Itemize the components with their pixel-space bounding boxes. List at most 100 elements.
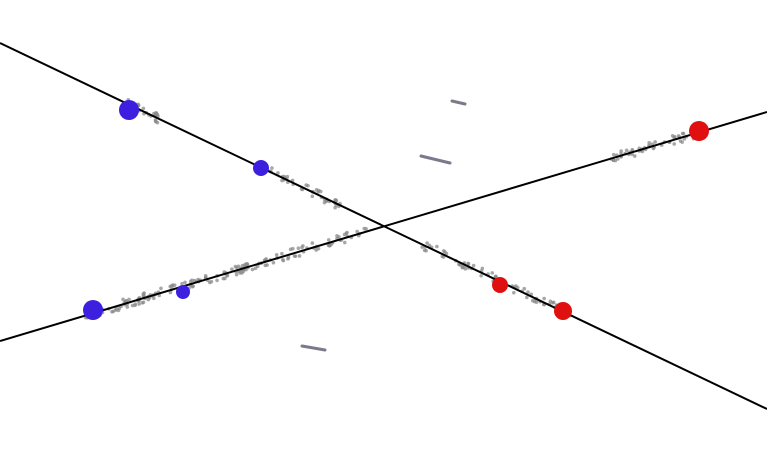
data-point xyxy=(673,134,677,139)
data-point xyxy=(137,302,141,306)
data-point xyxy=(619,149,623,153)
data-point xyxy=(154,111,158,115)
data-point xyxy=(328,243,332,248)
data-point xyxy=(647,141,651,145)
data-point xyxy=(236,264,241,269)
blue-marker xyxy=(119,100,139,120)
data-point xyxy=(335,234,339,238)
data-point xyxy=(274,253,279,257)
data-point xyxy=(110,309,114,314)
data-point xyxy=(480,266,485,271)
data-point xyxy=(276,171,280,175)
stray-segment xyxy=(419,154,452,165)
data-point xyxy=(471,263,476,268)
stray-segment xyxy=(450,99,467,106)
data-point xyxy=(548,299,553,304)
data-point xyxy=(441,249,446,253)
data-point xyxy=(326,238,331,242)
data-point xyxy=(130,303,135,308)
data-point xyxy=(542,296,546,301)
data-point xyxy=(215,278,219,283)
data-point xyxy=(479,273,483,278)
data-point xyxy=(420,245,424,249)
data-point xyxy=(512,290,516,295)
data-point xyxy=(121,297,125,302)
data-point xyxy=(296,246,301,251)
data-point xyxy=(209,279,214,284)
data-point xyxy=(153,119,158,123)
data-point xyxy=(427,243,432,248)
data-point xyxy=(270,166,274,170)
data-point xyxy=(225,273,229,278)
data-point xyxy=(250,267,255,272)
data-point xyxy=(530,298,535,303)
data-point xyxy=(490,271,495,275)
data-point xyxy=(301,244,305,248)
data-point xyxy=(551,300,556,305)
data-point xyxy=(444,251,449,256)
data-point xyxy=(425,241,429,245)
data-point xyxy=(240,263,245,268)
data-point xyxy=(310,241,315,245)
data-point xyxy=(306,183,310,188)
data-point xyxy=(678,139,683,143)
data-point xyxy=(676,134,681,138)
data-point xyxy=(525,295,529,300)
data-point xyxy=(141,300,146,305)
data-point xyxy=(233,264,238,269)
data-point xyxy=(280,251,284,256)
data-point xyxy=(191,284,195,288)
segments-layer xyxy=(300,99,467,352)
data-point xyxy=(188,279,193,284)
data-point xyxy=(168,284,173,289)
data-point xyxy=(141,292,146,296)
data-point xyxy=(494,274,498,279)
data-point xyxy=(344,231,349,236)
data-point xyxy=(534,300,539,304)
data-point xyxy=(133,302,138,306)
data-point xyxy=(292,254,297,258)
data-point xyxy=(364,227,368,231)
stray-segment xyxy=(300,344,327,352)
data-point xyxy=(264,257,268,261)
data-point xyxy=(672,142,677,146)
data-point xyxy=(286,255,291,260)
data-point xyxy=(632,154,637,158)
data-point xyxy=(230,267,234,271)
data-point xyxy=(271,260,276,265)
data-point xyxy=(422,248,427,253)
data-point xyxy=(653,140,657,144)
data-point xyxy=(180,281,184,286)
data-point xyxy=(342,240,347,245)
data-point xyxy=(526,290,530,294)
blue-marker xyxy=(253,160,269,176)
red-marker xyxy=(554,302,572,320)
data-point xyxy=(141,106,146,111)
data-point xyxy=(460,265,465,270)
data-point xyxy=(245,262,249,266)
red-marker xyxy=(689,121,709,141)
data-point xyxy=(146,297,151,302)
data-point xyxy=(183,280,187,285)
data-point xyxy=(265,263,269,267)
data-point xyxy=(297,254,302,258)
data-point xyxy=(522,286,527,291)
data-point xyxy=(334,198,339,203)
data-point xyxy=(466,261,470,266)
data-point xyxy=(196,277,200,282)
data-point xyxy=(310,194,315,199)
data-point xyxy=(290,246,295,251)
data-point xyxy=(435,244,439,249)
blue-marker xyxy=(176,285,190,299)
data-point xyxy=(238,271,242,275)
data-point xyxy=(125,305,130,309)
data-point xyxy=(281,258,286,263)
data-point xyxy=(316,188,321,193)
data-point xyxy=(234,272,239,277)
data-point xyxy=(127,297,131,302)
data-point xyxy=(255,264,260,269)
data-point xyxy=(114,307,119,311)
data-point xyxy=(280,178,284,183)
data-point xyxy=(159,286,163,291)
